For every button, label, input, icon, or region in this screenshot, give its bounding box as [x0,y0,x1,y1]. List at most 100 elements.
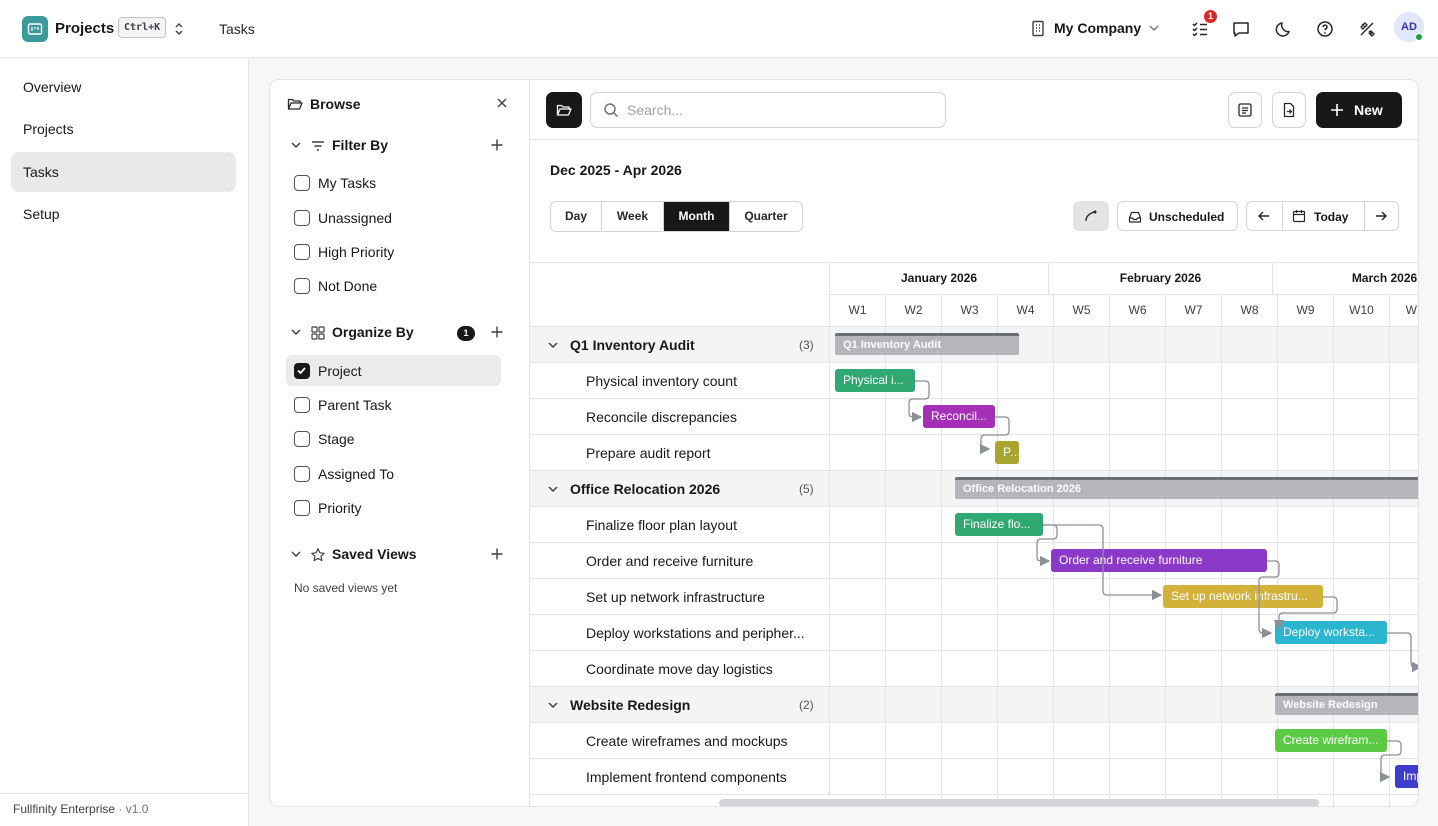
task-row[interactable]: Deploy workstations and peripher... [530,615,1418,651]
tools-icon[interactable] [1357,19,1377,39]
new-task-button[interactable]: New [1316,92,1402,128]
chat-icon[interactable] [1231,19,1251,39]
close-icon[interactable] [496,97,508,109]
arrow-left-icon[interactable] [1257,209,1271,223]
date-range-label: Dec 2025 - Apr 2026 [550,162,682,178]
task-bar-reconcile[interactable]: Reconcil... [923,405,995,428]
checkbox[interactable] [294,431,310,447]
chevron-down-icon[interactable] [547,699,559,711]
task-row[interactable]: Prepare audit report [530,435,1418,471]
task-bar-floor-plan[interactable]: Finalize flo... [955,513,1043,536]
checkbox[interactable] [294,175,310,191]
task-cell: Prepare audit report [530,435,830,470]
sidebar-item-tasks[interactable]: Tasks [11,152,236,192]
week-grid-line [941,327,942,806]
today-button[interactable]: Today [1314,210,1349,224]
task-bar-prepare-report[interactable]: P... [995,441,1019,464]
chevron-down-icon[interactable] [290,548,302,560]
checkbox-checked[interactable] [294,363,310,379]
checkbox[interactable] [294,244,310,260]
organize-parent-task[interactable]: Parent Task [286,389,501,420]
sidebar-item-setup[interactable]: Setup [23,206,60,222]
chevron-down-icon[interactable] [1148,23,1160,33]
task-row[interactable]: Coordinate move day logistics [530,651,1418,687]
company-selector[interactable]: My Company [1054,20,1142,36]
export-button[interactable] [1272,92,1306,128]
sidebar-item-overview[interactable]: Overview [23,79,82,95]
task-row[interactable]: Implement frontend components [530,759,1418,795]
task-row[interactable]: Finalize floor plan layout [530,507,1418,543]
sidebar-item-projects[interactable]: Projects [23,121,74,137]
summary-bar-website-redesign[interactable]: Website Redesign [1275,693,1418,715]
task-row[interactable]: Create wireframes and mockups [530,723,1418,759]
checkbox[interactable] [294,397,310,413]
avatar[interactable]: AD [1394,12,1424,42]
saved-views-empty: No saved views yet [294,581,398,595]
command-shortcut[interactable]: Ctrl+K [118,17,167,38]
summary-bar-office-relocation[interactable]: Office Relocation 2026 [955,477,1418,499]
projects-logo-icon[interactable] [22,16,48,42]
filter-my-tasks[interactable]: My Tasks [286,167,501,198]
view-quarter-button[interactable]: Quarter [744,209,788,223]
checkbox[interactable] [294,466,310,482]
chevron-down-icon[interactable] [290,139,302,151]
online-status-dot [1415,33,1423,41]
organize-priority[interactable]: Priority [286,492,501,523]
group-cell: Website Redesign (2) [530,687,830,722]
organize-project[interactable]: Project [286,355,501,386]
list-view-button[interactable] [1228,92,1262,128]
gantt-toolbar: New [530,80,1418,140]
arrow-right-icon[interactable] [1374,209,1388,223]
breadcrumb[interactable]: Tasks [219,21,255,37]
dark-mode-icon[interactable] [1274,19,1294,39]
checkbox[interactable] [294,278,310,294]
chevron-down-icon[interactable] [290,326,302,338]
task-bar-wireframes[interactable]: Create wirefram... [1275,729,1387,752]
task-bar-network[interactable]: Set up network infrastru... [1163,585,1323,608]
search-input[interactable] [590,92,946,128]
task-bar-workstations[interactable]: Deploy worksta... [1275,621,1387,644]
view-day-button[interactable]: Day [551,202,602,231]
organize-stage[interactable]: Stage [286,423,501,454]
add-view-icon[interactable] [490,547,504,561]
filter-by-section[interactable]: Filter By [290,136,510,156]
view-week-button[interactable]: Week [602,202,664,231]
task-row[interactable]: Order and receive furniture [530,543,1418,579]
task-bar-furniture[interactable]: Order and receive furniture [1051,549,1267,572]
task-row[interactable]: Reconcile discrepancies [530,399,1418,435]
help-icon[interactable] [1315,19,1335,39]
organize-by-section[interactable]: Organize By 1 [290,323,510,343]
add-filter-icon[interactable] [490,138,504,152]
filter-high-priority[interactable]: High Priority [286,236,501,267]
task-row[interactable]: Physical inventory count [530,363,1418,399]
group-count: (5) [799,482,814,496]
saved-views-section[interactable]: Saved Views [290,545,510,565]
organize-assigned-to[interactable]: Assigned To [286,458,501,489]
filter-not-done[interactable]: Not Done [286,270,501,301]
unscheduled-button[interactable]: Unscheduled [1117,201,1238,231]
link-furniture-to-workstations [1258,560,1280,639]
app-switcher-icon[interactable] [173,21,185,37]
link-network-to-workstations [1273,596,1338,631]
task-bar-frontend[interactable]: Imp [1395,765,1418,788]
chevron-down-icon[interactable] [547,339,559,351]
dependency-toggle-button[interactable] [1073,201,1109,231]
link-reconcile-to-report [979,416,1010,455]
browse-toggle-button[interactable] [546,92,582,128]
chevron-down-icon[interactable] [547,483,559,495]
checkbox[interactable] [294,210,310,226]
task-row[interactable]: Set up network infrastructure [530,579,1418,615]
task-list-icon[interactable] [1190,19,1210,39]
group-row[interactable]: Website Redesign (2) [530,687,1418,723]
week-w10: W10 [1334,295,1390,327]
checkbox[interactable] [294,500,310,516]
add-grouping-icon[interactable] [490,325,504,339]
month-february: February 2026 [1049,263,1273,295]
summary-bar-q1-inventory-audit[interactable]: Q1 Inventory Audit [835,333,1019,355]
task-bar-physical-inventory[interactable]: Physical i... [835,369,915,392]
horizontal-scrollbar[interactable] [719,799,1319,806]
option-label: Assigned To [318,466,395,482]
view-month-button[interactable]: Month [664,202,730,231]
filter-unassigned[interactable]: Unassigned [286,202,501,233]
app-name[interactable]: Projects [55,20,115,37]
